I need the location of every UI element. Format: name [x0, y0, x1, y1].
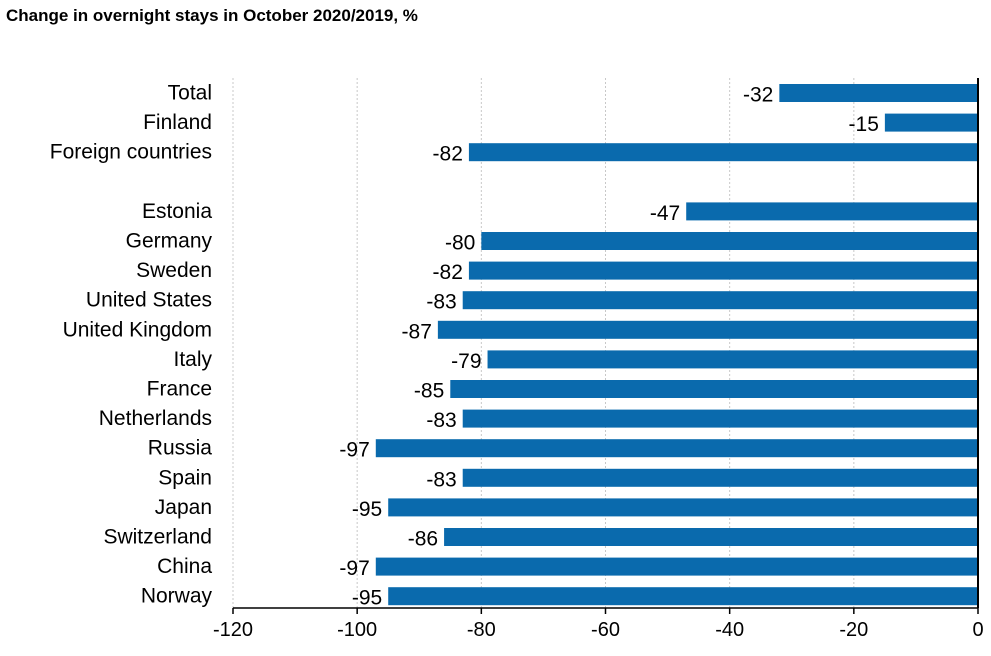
- category-label: Russia: [148, 437, 213, 460]
- bars: [375, 84, 979, 606]
- category-label: Netherlands: [99, 407, 212, 430]
- data-label: -83: [426, 409, 456, 432]
- category-label: France: [147, 378, 212, 401]
- bar: [468, 261, 978, 280]
- value-labels: -32 -15 -82 -47 -80 -82 -83 -87 -79 -85 -83 -97 -83 -…: [339, 84, 878, 610]
- category-label: Italy: [173, 348, 212, 371]
- data-label: -85: [414, 380, 444, 403]
- x-tick-label: -80: [467, 619, 496, 641]
- data-label: -86: [408, 528, 438, 551]
- x-tick-label: 0: [972, 619, 983, 641]
- data-label: -83: [426, 291, 456, 314]
- tick-labels: -120 -100 -80 -60 -40 -20 0: [213, 619, 984, 641]
- bar: [450, 380, 979, 398]
- bar: [462, 468, 978, 487]
- data-label: -80: [445, 232, 475, 255]
- category-label: Germany: [126, 230, 213, 253]
- chart-title: Change in overnight stays in October 202…: [6, 6, 418, 25]
- x-tick-label: -60: [591, 619, 620, 641]
- category-label: Norway: [141, 585, 213, 608]
- category-label: Switzerland: [103, 526, 212, 549]
- category-labels: Total Finland Foreign countries Estonia Germ…: [50, 82, 213, 608]
- x-tick-label: -20: [839, 619, 868, 641]
- bar: [388, 498, 978, 517]
- category-label: Total: [168, 82, 212, 105]
- category-label: Estonia: [142, 200, 212, 223]
- x-tick-label: -100: [337, 619, 377, 641]
- category-label: Sweden: [136, 259, 212, 282]
- data-label: -47: [650, 202, 680, 225]
- bar: [779, 84, 978, 102]
- data-label: -87: [402, 320, 432, 343]
- data-label: -32: [743, 84, 773, 107]
- bar: [375, 439, 979, 458]
- data-label: -95: [352, 587, 382, 610]
- bar: [462, 409, 978, 428]
- bar: [481, 232, 978, 250]
- category-label: United Kingdom: [63, 318, 212, 341]
- data-label: -15: [849, 113, 879, 136]
- data-label: -97: [339, 439, 369, 462]
- bar: [388, 587, 978, 606]
- x-tick-label: -120: [213, 619, 253, 641]
- bar: [884, 113, 978, 132]
- bar: [487, 350, 978, 369]
- data-label: -83: [426, 468, 456, 491]
- bar: [468, 143, 978, 162]
- bar: [375, 557, 979, 576]
- category-label: United States: [86, 289, 212, 312]
- bar: [686, 202, 978, 221]
- data-label: -79: [451, 350, 481, 373]
- gridlines: [232, 78, 855, 608]
- bar: [444, 528, 978, 546]
- data-label: -97: [339, 557, 369, 580]
- category-label: China: [157, 555, 212, 578]
- axes: [232, 78, 979, 614]
- category-label: Spain: [158, 466, 212, 489]
- category-label: Foreign countries: [50, 141, 212, 164]
- bar: [437, 320, 978, 339]
- bar: [462, 291, 978, 310]
- x-tick-label: -40: [715, 619, 744, 641]
- category-label: Japan: [155, 496, 212, 519]
- data-label: -95: [352, 498, 382, 521]
- data-label: -82: [433, 143, 463, 166]
- category-label: Finland: [143, 111, 212, 134]
- data-label: -82: [433, 261, 463, 284]
